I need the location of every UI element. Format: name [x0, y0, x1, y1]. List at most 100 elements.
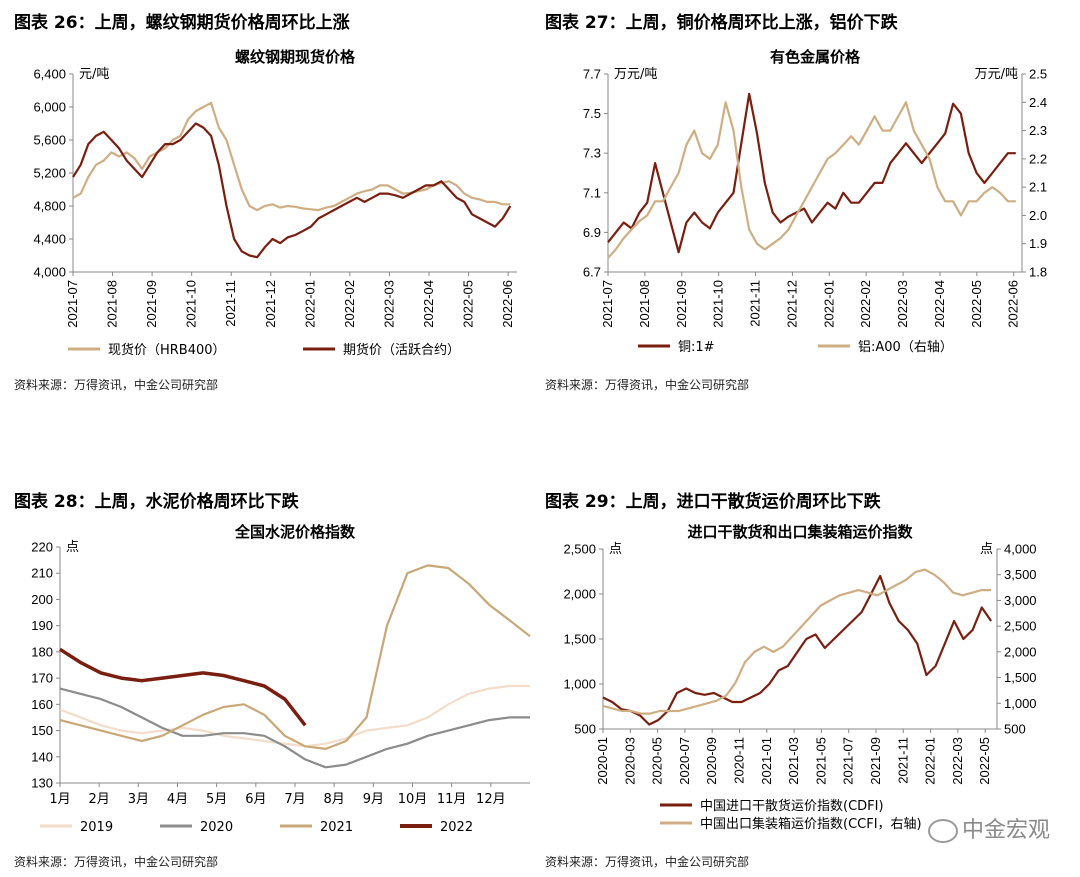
y-right-tick-label: 3,000: [1004, 593, 1037, 608]
y-tick-label: 170: [31, 671, 53, 686]
x-tick-label: 8月: [324, 792, 345, 807]
y-tick-label: 180: [31, 644, 53, 659]
x-tick-label: 2021-07: [65, 280, 80, 328]
y-right-tick-label: 1.8: [1029, 265, 1047, 280]
y-tick-label: 4,800: [33, 199, 66, 214]
x-tick-label: 2021-09: [144, 280, 159, 328]
x-tick-label: 2021-12: [263, 280, 278, 328]
x-tick-label: 2022-06: [500, 280, 515, 328]
y-tick-label: 6,000: [33, 100, 66, 115]
y-tick-label: 7.1: [583, 185, 601, 200]
y-right-tick-label: 2.5: [1029, 67, 1047, 82]
x-tick-label: 2022-05: [461, 280, 476, 328]
x-tick-label: 2022-01: [821, 280, 836, 328]
x-tick-label: 2020-03: [622, 737, 637, 785]
x-tick-label: 6月: [245, 792, 266, 807]
x-tick-label: 5月: [206, 792, 227, 807]
y-right-tick-label: 2.0: [1029, 208, 1047, 223]
x-tick-label: 2021-08: [637, 280, 652, 328]
legend-label-0: 铜:1#: [678, 340, 715, 355]
y-right-tick-label: 3,500: [1004, 567, 1037, 582]
figure-26-title: 图表 26：上周，螺纹钢期货价格周环比上涨: [14, 13, 350, 33]
y-tick-label: 2,000: [563, 587, 596, 602]
watermark: 中金宏观: [927, 812, 1050, 844]
y-tick-label: 1,000: [563, 677, 596, 692]
y-axis-label: 元/吨: [79, 67, 109, 82]
y-right-tick-label: 2,000: [1004, 644, 1037, 659]
freight-index-chart: 进口干散货和出口集装箱运价指数 500 1,000 1,500 2,000 2,500 点 5…: [563, 523, 1037, 832]
x-tick-label: 2021-11: [223, 280, 238, 327]
y-tick-label: 6.9: [583, 225, 601, 240]
legend-label-0: 现货价（HRB400）: [108, 342, 226, 358]
x-tick-label: 2月: [89, 792, 110, 807]
x-tick-label: 2020-01: [595, 737, 610, 785]
x-tick-label: 10月: [398, 792, 428, 807]
y-tick-label: 200: [31, 592, 53, 607]
y-tick-label: 4,000: [33, 265, 66, 280]
y-tick-label: 6.7: [583, 265, 601, 280]
series-line-1: [602, 568, 992, 715]
nonferrous-price-chart: 有色金属价格 6.7 6.9 7.1 7.3 7.5 7.7 万元/吨 1.8 1.9 2.0 2.1…: [583, 48, 1047, 355]
y-tick-label: 220: [31, 540, 53, 555]
x-tick-label: 1月: [49, 792, 70, 807]
legend-label-1: 2020: [200, 820, 233, 835]
x-tick-label: 2022-01: [302, 280, 317, 328]
y-tick-label: 5,200: [33, 166, 66, 181]
x-tick-label: 2021-11: [748, 280, 763, 327]
x-tick-label: 2022-02: [342, 280, 357, 328]
y-tick-label: 6,400: [33, 67, 66, 82]
series-line-2: [59, 564, 531, 750]
x-tick-label: 2022-03: [895, 280, 910, 328]
chart-title: 全国水泥价格指数: [234, 523, 356, 541]
series-line-0: [602, 574, 993, 726]
x-tick-label: 2022-06: [1006, 280, 1021, 328]
figure-29-source: 资料来源：万得资讯，中金公司研究部: [545, 855, 750, 869]
x-tick-label: 2021-07: [600, 280, 615, 328]
figure-28-source: 资料来源：万得资讯，中金公司研究部: [14, 855, 219, 869]
series-line-0: [59, 684, 530, 748]
y-right-tick-label: 500: [1004, 722, 1026, 737]
x-tick-label: 2021-09: [868, 737, 883, 785]
y-right-tick-label: 1.9: [1029, 236, 1047, 251]
x-tick-label: 2021-10: [184, 280, 199, 328]
y-tick-label: 150: [31, 723, 53, 738]
legend-label-1: 铝:A00（右轴）: [858, 340, 953, 355]
x-tick-label: 2022-04: [421, 280, 436, 328]
y-right-tick-label: 4,000: [1004, 542, 1037, 557]
series-line-1: [59, 687, 530, 769]
y-right-tick-label: 2.2: [1029, 151, 1047, 166]
x-tick-label: 12月: [476, 792, 506, 807]
x-tick-label: 2021-01: [759, 737, 774, 785]
x-tick-label: 2021-05: [813, 737, 828, 785]
figure-27-source: 资料来源：万得资讯，中金公司研究部: [545, 378, 750, 392]
x-tick-label: 2020-07: [677, 737, 692, 785]
y-axis-label: 点: [66, 540, 79, 555]
series-line-3: [59, 647, 307, 727]
legend-label-0: 中国进口干散货运价指数(CDFI): [700, 798, 884, 814]
x-tick-label: 2021-12: [784, 280, 799, 328]
x-tick-label: 2022-01: [923, 737, 938, 785]
legend-label-0: 2019: [80, 820, 113, 835]
y-axis-label: 万元/吨: [614, 67, 657, 82]
x-tick-label: 2021-10: [711, 280, 726, 328]
series-line-0: [607, 92, 1016, 254]
x-tick-label: 2022-04: [932, 280, 947, 328]
x-tick-label: 2020-09: [704, 737, 719, 785]
y-right-tick-label: 1,500: [1004, 670, 1037, 685]
cement-index-chart: 全国水泥价格指数 130 140 150 160 170 180 190 200 210 220 点 1…: [31, 523, 531, 835]
x-tick-label: 4月: [167, 792, 188, 807]
y-tick-label: 130: [31, 776, 53, 791]
rebar-price-chart: 螺纹钢期现货价格 4,000 4,400 4,800 5,200 5,600 6,000 6,…: [33, 48, 517, 358]
y-tick-label: 7.7: [583, 67, 601, 82]
watermark-text: 中金宏观: [961, 818, 1050, 843]
series-line-1: [607, 101, 1016, 259]
x-tick-label: 2022-03: [950, 737, 965, 785]
series-line-1: [72, 122, 512, 259]
series-line-0: [72, 101, 511, 212]
x-tick-label: 2021-07: [841, 737, 856, 785]
y-right-tick-label: 2.1: [1029, 180, 1047, 195]
y-tick-label: 500: [574, 722, 596, 737]
y-right-tick-label: 1,000: [1004, 696, 1037, 711]
x-tick-label: 2021-08: [105, 280, 120, 328]
figure-26-source: 资料来源：万得资讯，中金公司研究部: [14, 378, 219, 392]
